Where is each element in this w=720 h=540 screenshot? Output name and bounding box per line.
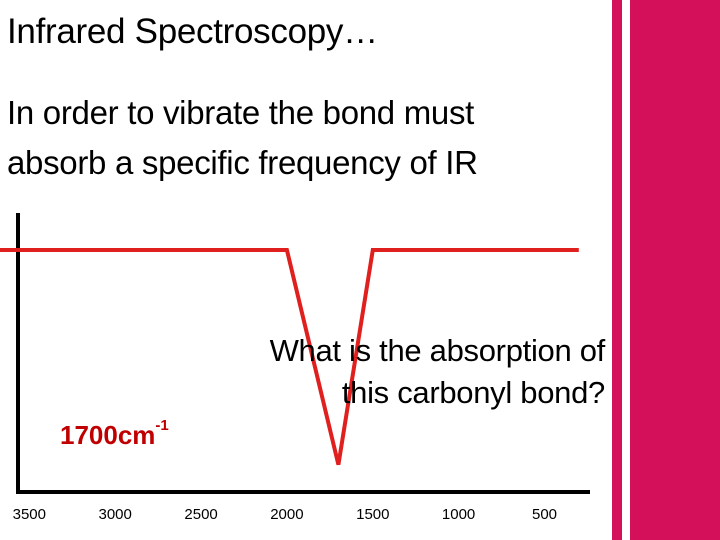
x-tick-label: 1500 [356,506,389,523]
accent-bar-thin [612,0,622,540]
question-line-2: this carbonyl bond? [341,375,605,410]
body-line-2: absorb a specific frequency of IR [7,144,478,181]
answer-exponent: -1 [155,417,169,435]
x-tick-label: 2000 [270,506,303,523]
answer-wavenumber: 1700cm-1 [60,417,169,451]
slide-title: Infrared Spectroscopy… [7,12,378,51]
question-text: What is the absorption of this carbonyl … [180,330,606,414]
x-tick-label: 3500 [13,506,46,523]
x-tick-label: 1000 [442,506,475,523]
answer-value: 1700cm [60,420,156,450]
x-tick-label: 500 [532,506,557,523]
question-line-1: What is the absorption of [269,333,606,368]
x-tick-label: 3000 [99,506,132,523]
body-line-1: In order to vibrate the bond must [7,94,475,131]
slide-body-text: In order to vibrate the bond must absorb… [7,88,607,188]
x-tick-label: 2500 [184,506,217,523]
accent-bar-wide [630,0,720,540]
x-tick-labels: 3500 3000 2500 2000 1500 1000 500 [13,506,557,523]
spectrum-line [0,248,579,466]
